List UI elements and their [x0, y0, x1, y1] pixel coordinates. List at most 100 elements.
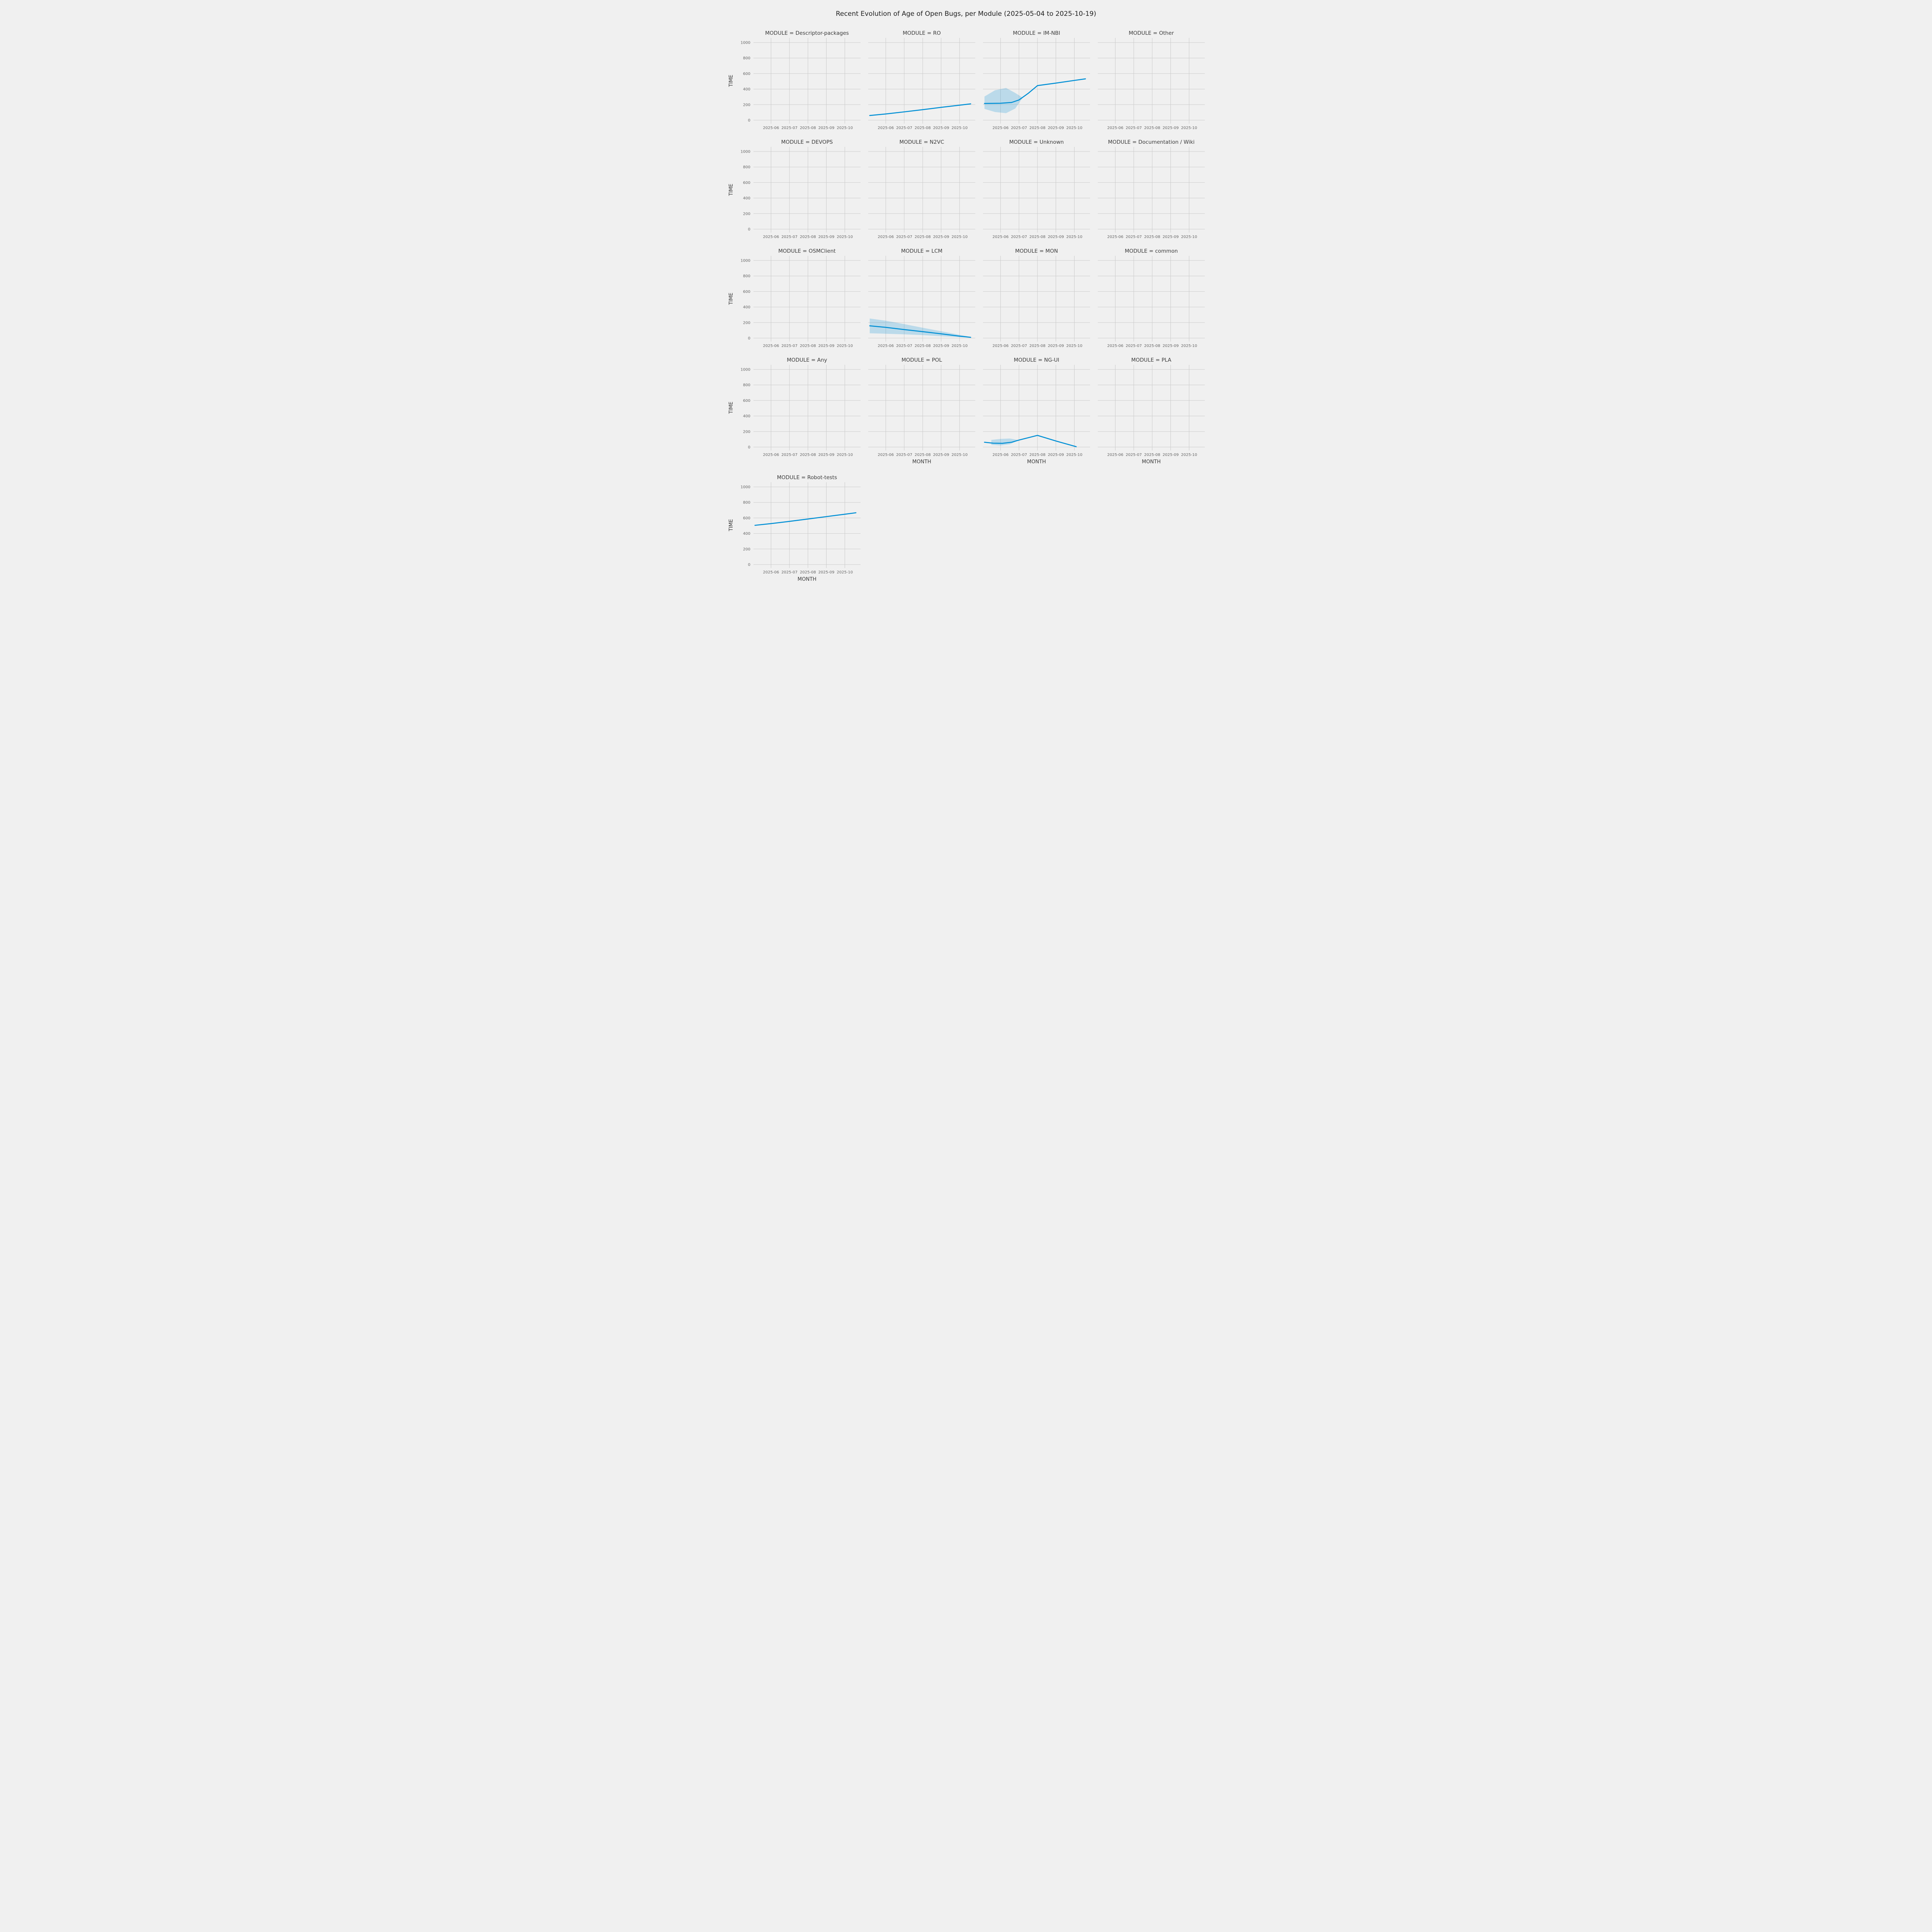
plot-area: 2025-06 2025-07 2025-08 2025-09 2025-10	[983, 365, 1090, 457]
figure: Recent Evolution of Age of Open Bugs, pe…	[727, 0, 1205, 584]
y-tick-label: 800	[743, 165, 750, 170]
plot-MON: 2025-06 2025-07 2025-08 2025-09 2025-10	[983, 256, 1090, 348]
x-tick-label: 2025-09	[1048, 235, 1064, 239]
x-tick-label: 2025-07	[1011, 453, 1027, 457]
plot-area: 2025-06 2025-07 2025-08 2025-09 2025-10	[868, 147, 975, 239]
plot-area: 2025-06 2025-07 2025-08 2025-09 2025-10 0 200 4…	[741, 147, 861, 239]
plot-area: 2025-06 2025-07 2025-08 2025-09 2025-10	[983, 147, 1090, 239]
trend-line	[754, 512, 857, 526]
facet-Robot-tests: MODULE = Robot-tests 2025-06 2025-07 2025-0…	[727, 474, 861, 584]
trend-line	[984, 435, 1077, 447]
x-tick-label: 2025-06	[993, 126, 1009, 130]
facet-POL: MODULE = POL 2025-06 2025-07 2025-08 2025-09…	[868, 356, 975, 467]
facet-common: MODULE = common 2025-06 2025-07 2025-08 2025…	[1098, 247, 1205, 349]
x-tick-label: 2025-10	[837, 570, 853, 575]
x-tick-label: 2025-08	[1144, 453, 1160, 457]
y-tick-label: 400	[743, 87, 750, 92]
x-tick-label: 2025-08	[915, 126, 931, 130]
plot-area: 2025-06 2025-07 2025-08 2025-09 2025-10	[1098, 256, 1205, 348]
facet-title: MODULE = common	[1124, 248, 1178, 254]
x-tick-label: 2025-09	[1163, 344, 1179, 348]
y-tick-label: 1000	[741, 41, 750, 45]
y-tick-label: 400	[743, 196, 750, 201]
facet-title: MODULE = MON	[1015, 248, 1058, 254]
y-tick-label: 200	[743, 103, 750, 107]
facet-title: MODULE = PLA	[1131, 357, 1172, 363]
plot-background	[1098, 147, 1205, 233]
plot-background	[983, 147, 1090, 233]
trend-line	[869, 103, 971, 116]
x-tick-label: 2025-10	[837, 235, 853, 239]
facet-grid: MODULE = Descriptor-packages 2025-06 2025-…	[727, 29, 1205, 584]
x-tick-label: 2025-09	[1048, 344, 1064, 348]
facet-PLA: MODULE = PLA 2025-06 2025-07 2025-08 2025-09…	[1098, 356, 1205, 467]
plot-background	[868, 38, 975, 124]
y-tick-label: 600	[743, 516, 750, 520]
facet-title: MODULE = LCM	[901, 248, 943, 254]
facet-Documentation / Wiki: MODULE = Documentation / Wiki 2025-06 2025…	[1098, 138, 1205, 240]
x-tick-label: 2025-06	[1107, 235, 1124, 239]
plot-area: 2025-06 2025-07 2025-08 2025-09 2025-10	[868, 38, 975, 130]
y-tick-label: 400	[743, 305, 750, 310]
x-tick-label: 2025-09	[1048, 126, 1064, 130]
x-tick-label: 2025-06	[878, 235, 894, 239]
x-tick-label: 2025-06	[1107, 344, 1124, 348]
facet-title: MODULE = N2VC	[899, 139, 944, 145]
x-tick-label: 2025-08	[1029, 235, 1046, 239]
plot-background	[753, 365, 861, 451]
y-tick-label: 1000	[741, 259, 750, 263]
x-tick-label: 2025-07	[1126, 126, 1142, 130]
x-tick-label: 2025-10	[1066, 235, 1083, 239]
facet-title: MODULE = Unknown	[1009, 139, 1064, 145]
x-tick-label: 2025-08	[800, 453, 816, 457]
x-tick-label: 2025-08	[1144, 344, 1160, 348]
plot-area: 2025-06 2025-07 2025-08 2025-09 2025-10	[1098, 38, 1205, 130]
y-tick-label: 200	[743, 212, 750, 216]
plot-Any: 2025-06 2025-07 2025-08 2025-09 2025-10 0 200 4…	[728, 365, 861, 457]
x-tick-label: 2025-07	[781, 570, 798, 575]
x-tick-label: 2025-09	[1163, 235, 1179, 239]
x-tick-label: 2025-06	[993, 235, 1009, 239]
facet-DEVOPS: MODULE = DEVOPS 2025-06 2025-07 2025-08 2025…	[727, 138, 861, 240]
x-tick-label: 2025-10	[1066, 453, 1083, 457]
plot-OSMClient: 2025-06 2025-07 2025-08 2025-09 2025-10 0 200 4…	[728, 256, 861, 348]
x-tick-label: 2025-08	[1144, 235, 1160, 239]
y-tick-label: 800	[743, 274, 750, 279]
facet-MON: MODULE = MON 2025-06 2025-07 2025-08 2025-09…	[983, 247, 1090, 349]
y-tick-label: 1000	[741, 150, 750, 154]
y-tick-label: 200	[743, 430, 750, 434]
facet-title: MODULE = Documentation / Wiki	[1108, 139, 1195, 145]
plot-area: 2025-06 2025-07 2025-08 2025-09 2025-10 0 200 4…	[741, 365, 861, 457]
x-tick-label: 2025-07	[896, 453, 912, 457]
plot-Robot-tests: 2025-06 2025-07 2025-08 2025-09 2025-10 0 200 4…	[728, 482, 861, 575]
confidence-band	[869, 318, 971, 338]
facet-Any: MODULE = Any 2025-06 2025-07 2025-08 2025-09…	[727, 356, 861, 467]
x-tick-label: 2025-07	[781, 344, 798, 348]
x-tick-label: 2025-09	[818, 453, 835, 457]
x-tick-label: 2025-06	[993, 453, 1009, 457]
x-tick-label: 2025-06	[878, 126, 894, 130]
figure-title: Recent Evolution of Age of Open Bugs, pe…	[836, 10, 1096, 18]
x-tick-label: 2025-10	[952, 453, 968, 457]
x-tick-label: 2025-06	[763, 235, 779, 239]
facet-title: MODULE = NG-UI	[1014, 357, 1060, 363]
x-tick-label: 2025-09	[818, 344, 835, 348]
y-tick-label: 0	[748, 228, 750, 232]
x-tick-label: 2025-07	[896, 235, 912, 239]
plot-area: 2025-06 2025-07 2025-08 2025-09 2025-10	[983, 256, 1090, 348]
x-tick-label: 2025-06	[763, 344, 779, 348]
plot-background	[1098, 256, 1205, 342]
facet-Unknown: MODULE = Unknown 2025-06 2025-07 2025-08 202…	[983, 138, 1090, 240]
x-tick-label: 2025-10	[952, 126, 968, 130]
x-tick-label: 2025-07	[781, 235, 798, 239]
plot-Other: 2025-06 2025-07 2025-08 2025-09 2025-10	[1098, 38, 1205, 130]
y-axis-label: TIME	[728, 401, 734, 414]
x-tick-label: 2025-09	[818, 235, 835, 239]
plot-area: 2025-06 2025-07 2025-08 2025-09 2025-10 0 200 4…	[741, 482, 861, 575]
y-axis-label: TIME	[728, 519, 734, 531]
plot-background	[753, 256, 861, 342]
x-tick-label: 2025-06	[1107, 453, 1124, 457]
facet-title: MODULE = Any	[787, 357, 827, 363]
plot-area: 2025-06 2025-07 2025-08 2025-09 2025-10	[868, 256, 975, 348]
facet-title: MODULE = Robot-tests	[777, 474, 837, 481]
